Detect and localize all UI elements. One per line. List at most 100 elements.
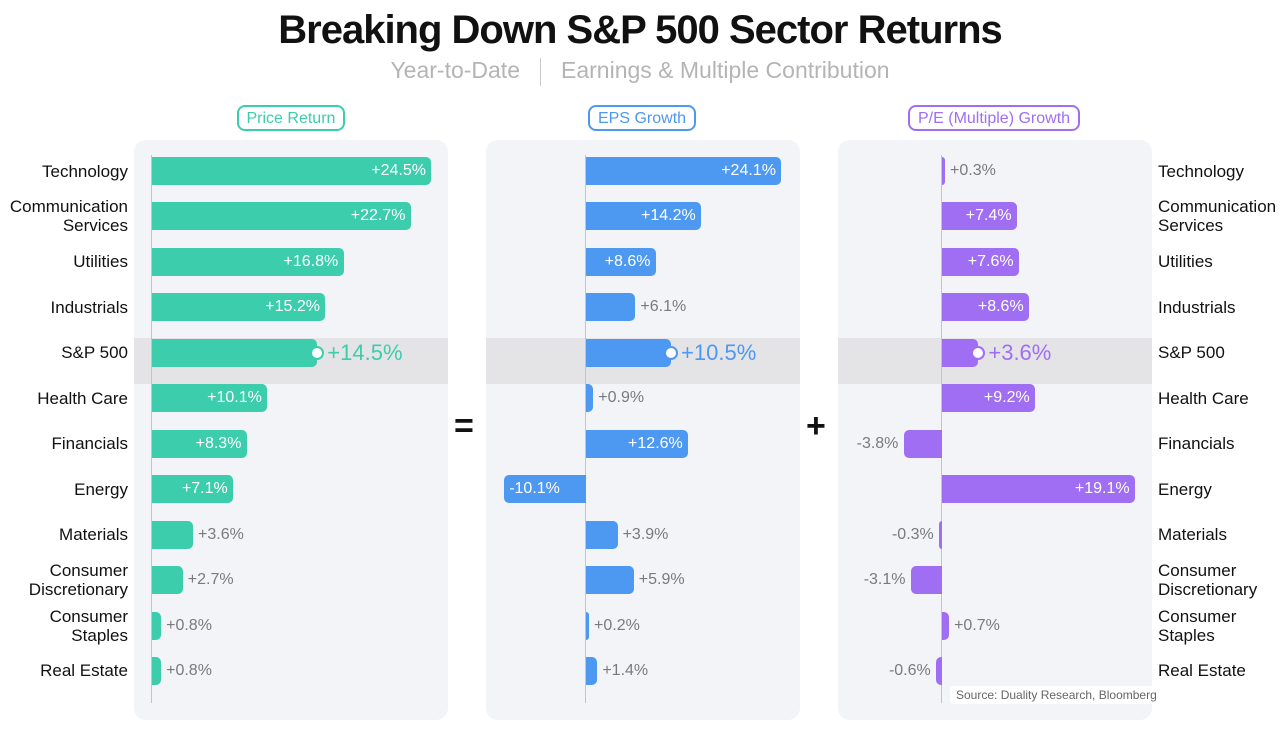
bar [586, 656, 598, 685]
category-label: Financials [0, 421, 128, 467]
category-label: Industrials [0, 284, 128, 330]
bar [942, 475, 1135, 504]
data-label: +3.9% [622, 525, 669, 543]
data-label: +19.1% [1074, 480, 1130, 498]
category-label-text: Communication Services [9, 197, 128, 236]
category-label-text: Materials [59, 525, 128, 545]
category-label: Health Care [1158, 375, 1280, 421]
highlight-dot [971, 345, 986, 360]
data-label: +14.2% [641, 207, 696, 225]
bar [586, 338, 672, 367]
category-label: Technology [0, 148, 128, 194]
category-label-text: Technology [41, 161, 128, 181]
series-pill-3: P/E (Multiple) Growth [908, 105, 1081, 131]
bar [942, 611, 950, 640]
category-label: S&P 500 [1158, 330, 1280, 376]
category-label-text: Real Estate [1158, 661, 1246, 681]
bar [942, 247, 1019, 276]
bar [152, 475, 233, 504]
data-label: +10.5% [681, 339, 757, 365]
category-label-text: Consumer Staples [1158, 606, 1237, 645]
bar [586, 384, 594, 413]
bar [938, 520, 942, 549]
category-label-text: Energy [1158, 479, 1212, 499]
series-pill-1: Price Return [236, 105, 346, 131]
data-label: +0.7% [954, 616, 1000, 634]
category-label-text: Technology [1158, 161, 1245, 181]
category-label: Real Estate [0, 648, 128, 694]
category-label: Utilities [0, 239, 128, 285]
bar [935, 656, 942, 685]
data-label: +8.6% [604, 252, 651, 270]
data-label: +10.1% [207, 389, 262, 407]
category-label-text: Industrials [50, 297, 128, 317]
data-label: +0.8% [166, 616, 212, 634]
bar [152, 611, 162, 640]
data-label: +24.5% [371, 162, 427, 179]
category-label: Materials [1158, 512, 1280, 558]
category-label-text: Financials [51, 434, 128, 454]
bar [586, 293, 636, 322]
category-label: Health Care [0, 375, 128, 421]
bar [586, 157, 782, 185]
data-label: +7.1% [181, 480, 228, 498]
category-label: Energy [1158, 466, 1280, 512]
data-label: +14.5% [327, 339, 403, 365]
bar [586, 202, 702, 231]
zero-axis-3 [941, 155, 942, 703]
category-label-text: Consumer Discretionary [28, 561, 128, 600]
category-label: S&P 500 [0, 330, 128, 376]
subtitle-divider [540, 57, 541, 86]
highlight-dot [310, 345, 325, 360]
data-label: +16.8% [283, 252, 339, 270]
bar [586, 429, 689, 458]
bar [152, 384, 268, 413]
data-label: -0.3% [891, 525, 934, 543]
category-label-text: Utilities [1158, 252, 1213, 272]
category-label: Financials [1158, 421, 1280, 467]
bar [586, 520, 618, 549]
category-label: Consumer Discretionary [0, 557, 128, 603]
bar [942, 202, 1017, 231]
data-label: +3.6% [198, 525, 244, 543]
bar [586, 566, 634, 595]
data-label: +0.8% [166, 661, 212, 679]
category-label: Industrials [1158, 284, 1280, 330]
bar [152, 338, 318, 367]
bar [942, 157, 946, 185]
data-label: +6.1% [640, 298, 687, 316]
data-label: +5.9% [638, 571, 685, 589]
category-label: Real Estate [1158, 648, 1280, 694]
category-label-text: S&P 500 [1158, 343, 1225, 363]
data-label: +15.2% [265, 298, 320, 316]
category-label: Energy [0, 466, 128, 512]
category-label: Communication Services [1158, 193, 1280, 239]
zero-axis-2 [585, 155, 586, 703]
category-label-text: Consumer Staples [49, 606, 128, 645]
bar [152, 202, 411, 231]
bar [152, 293, 326, 322]
bar [910, 566, 942, 595]
category-label-text: Real Estate [40, 661, 128, 681]
category-label: Materials [0, 512, 128, 558]
subtitle-description: Earnings & Multiple Contribution [561, 57, 890, 83]
bar [942, 384, 1035, 413]
category-label: Communication Services [0, 193, 128, 239]
bar [903, 429, 942, 458]
data-label: +0.9% [598, 389, 645, 407]
highlight-row-3 [838, 338, 1152, 384]
category-label-text: Energy [74, 479, 128, 499]
category-label-text: Industrials [1158, 297, 1236, 317]
category-label: Utilities [1158, 239, 1280, 285]
category-label: Consumer Staples [1158, 603, 1280, 649]
data-label: +8.3% [195, 434, 242, 452]
category-label: Consumer Discretionary [1158, 557, 1280, 603]
data-label: -3.8% [856, 434, 899, 452]
category-label-text: Financials [1158, 434, 1235, 454]
data-label: +3.6% [988, 339, 1052, 365]
data-label: +0.2% [594, 616, 640, 634]
category-label-text: S&P 500 [61, 343, 128, 363]
data-label: +7.4% [965, 207, 1012, 225]
category-label-text: Communication Services [1158, 197, 1277, 236]
data-label: +9.2% [983, 389, 1030, 407]
